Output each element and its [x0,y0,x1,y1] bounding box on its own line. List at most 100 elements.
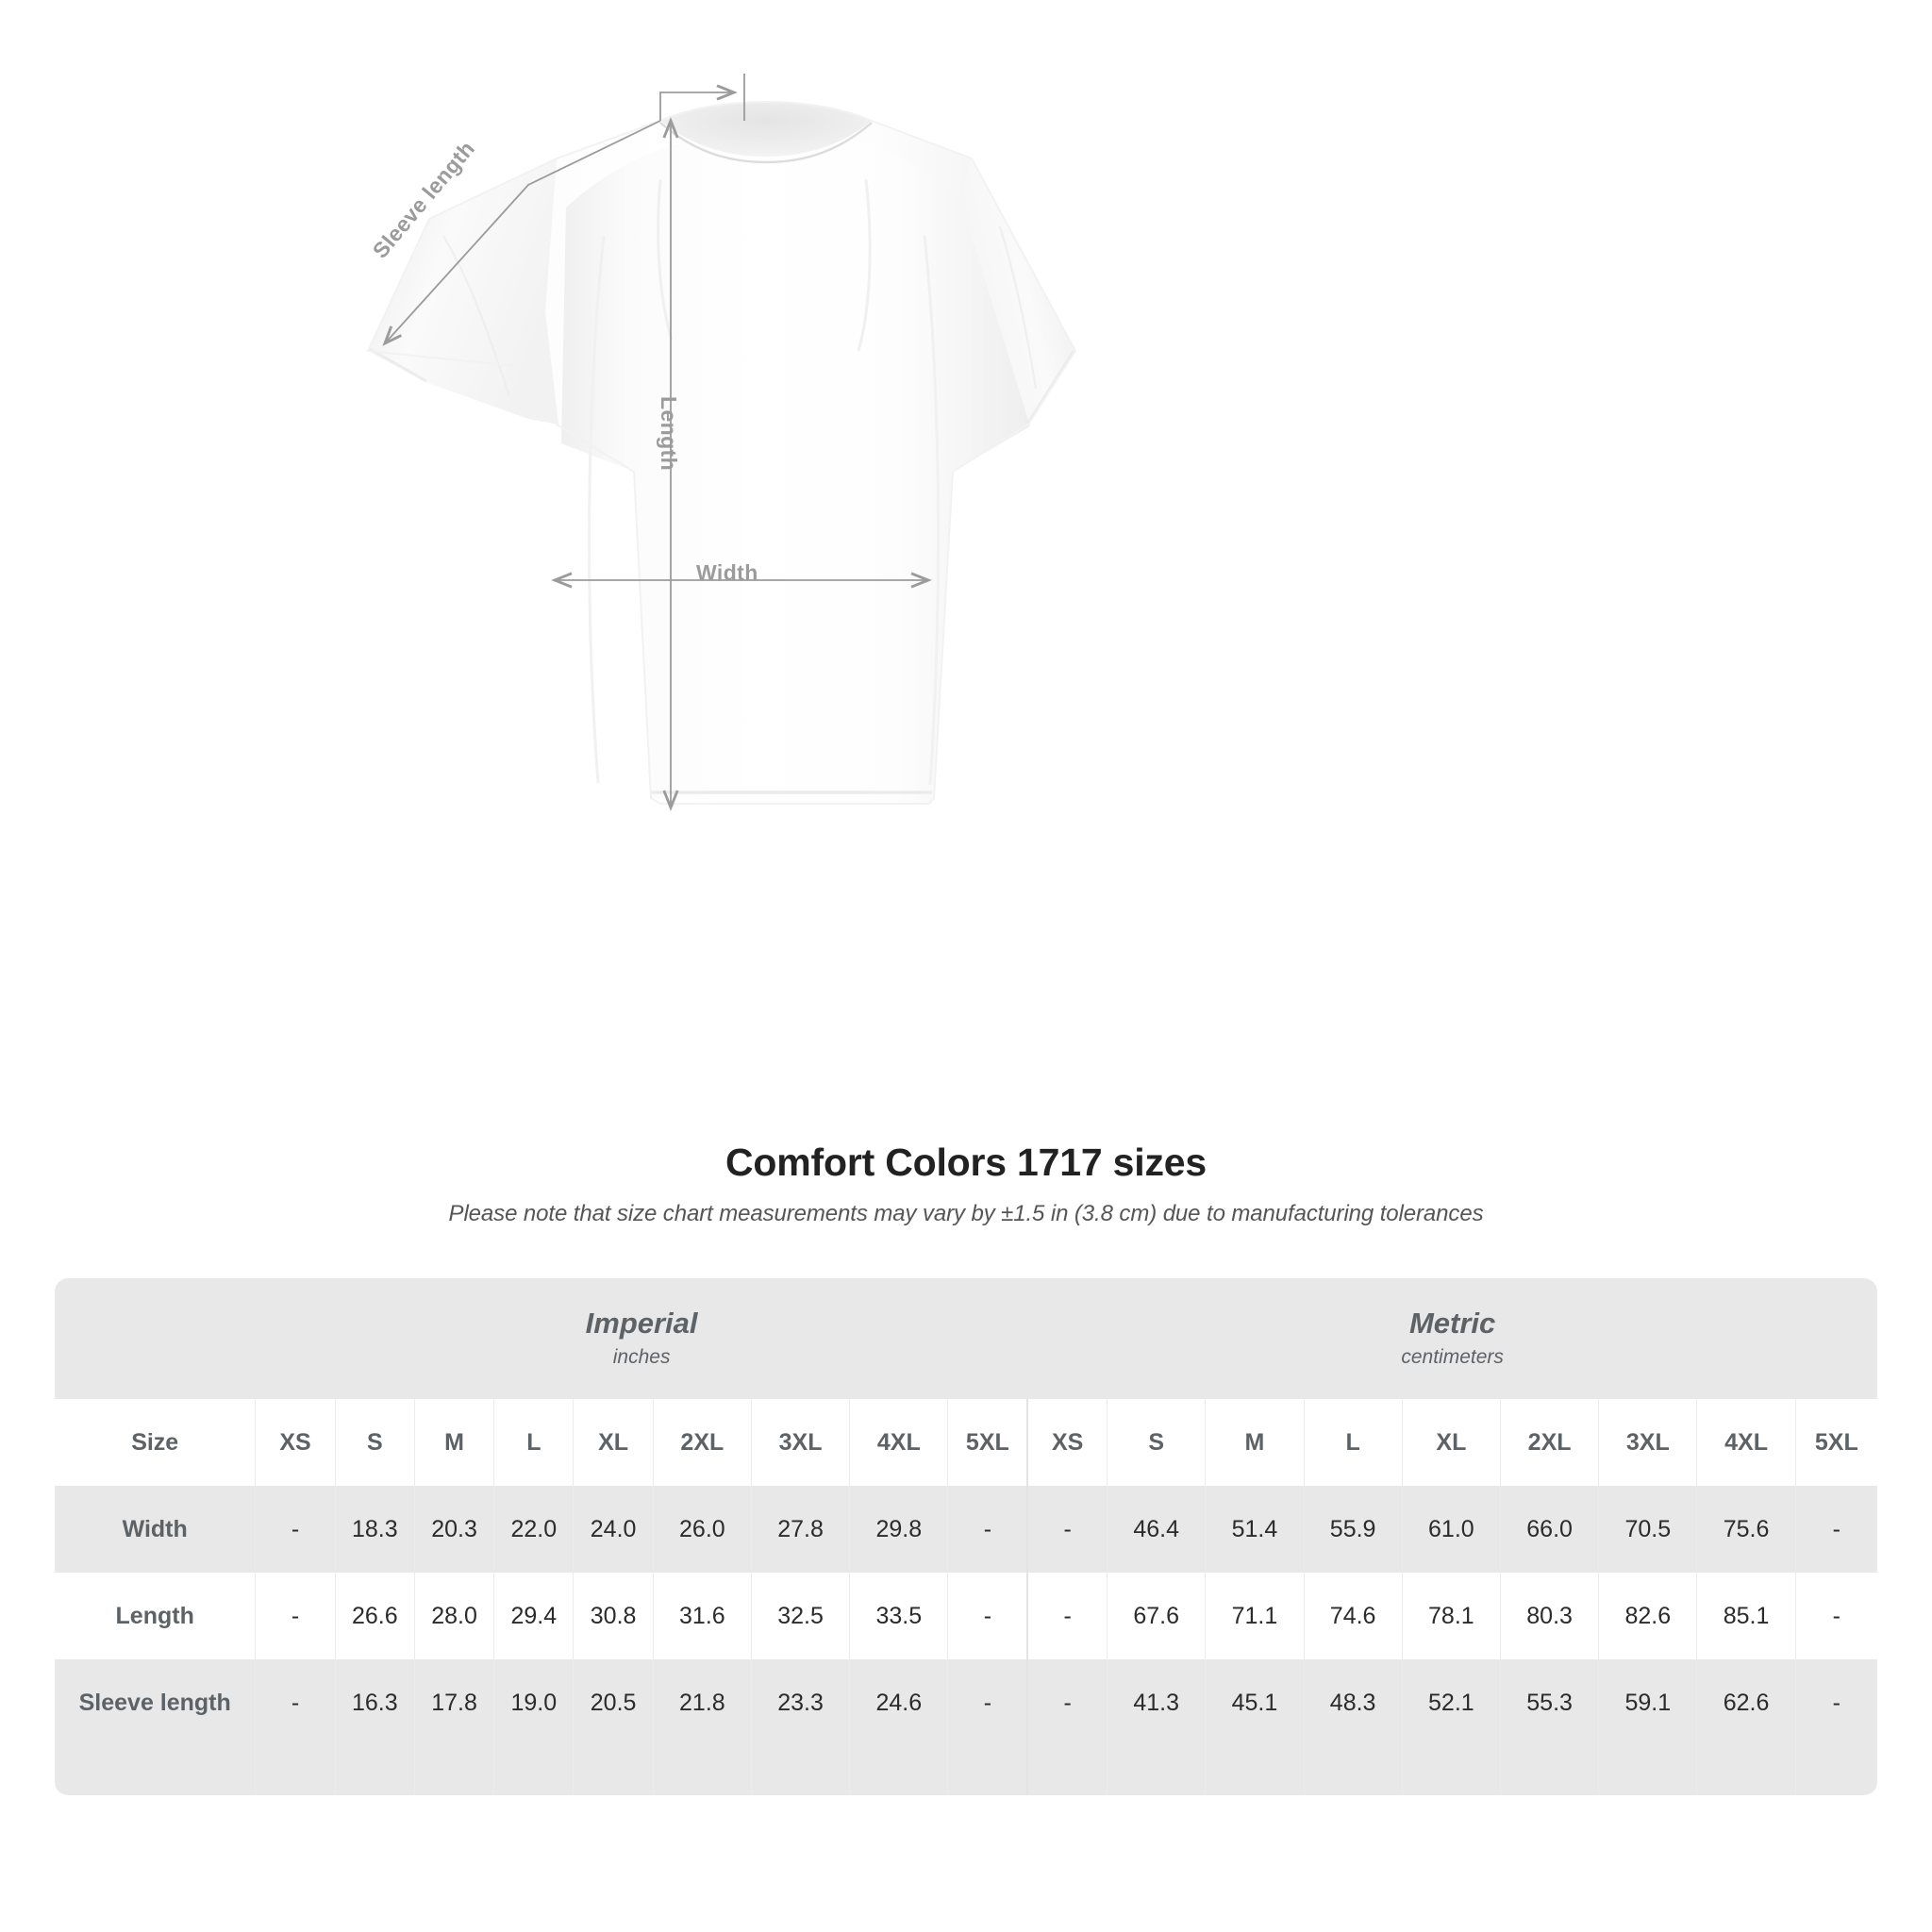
size-header-imperial-xl: XL [573,1399,654,1486]
tshirt-illustration [366,74,1077,811]
size-header-metric-xl: XL [1401,1399,1501,1486]
table-bottom-padding [55,1746,1877,1795]
cell-width-metric-5xl: - [1794,1486,1877,1573]
cell-length-metric-xl: 78.1 [1401,1573,1501,1659]
cell-sleeve-metric-s: 41.3 [1107,1659,1206,1746]
size-header-imperial-3xl: 3XL [750,1399,850,1486]
cell-length-imperial-3xl: 32.5 [750,1573,850,1659]
cell-sleeve-imperial-s: 16.3 [334,1659,415,1746]
table-row: Sleeve length - 16.3 17.8 19.0 20.5 21.8… [55,1659,1877,1746]
cell-width-imperial-s: 18.3 [334,1486,415,1573]
size-header-metric-2xl: 2XL [1499,1399,1599,1486]
cell-sleeve-imperial-xl: 20.5 [573,1659,654,1746]
collar-inner-line [659,122,873,164]
unit-group-metric-sub: centimeters [1401,1345,1504,1368]
cell-width-imperial-xl: 24.0 [573,1486,654,1573]
cell-width-imperial-l: 22.0 [493,1486,574,1573]
cell-length-metric-5xl: - [1794,1573,1877,1659]
unit-group-imperial-sub: inches [612,1345,671,1368]
cell-width-imperial-xs: - [255,1486,336,1573]
page-title: Comfort Colors 1717 sizes [725,1141,1207,1184]
size-header-row: Size XS S M L XL 2XL 3XL 4XL 5XL XS S M … [55,1399,1877,1486]
size-header-imperial-xs: XS [255,1399,336,1486]
cell-sleeve-metric-m: 45.1 [1205,1659,1305,1746]
unit-header-spacer [55,1278,256,1399]
cell-width-imperial-4xl: 29.8 [849,1486,948,1573]
cell-width-metric-xs: - [1026,1486,1108,1573]
cell-length-imperial-2xl: 31.6 [652,1573,752,1659]
cell-length-imperial-xl: 30.8 [573,1573,654,1659]
cell-length-metric-m: 71.1 [1205,1573,1305,1659]
cell-sleeve-metric-xs: - [1026,1659,1108,1746]
row-label-width: Width [55,1486,256,1573]
cell-length-imperial-4xl: 33.5 [849,1573,948,1659]
table-row: Width - 18.3 20.3 22.0 24.0 26.0 27.8 29… [55,1486,1877,1573]
size-header-metric-xs: XS [1026,1399,1108,1486]
page-subtitle: Please note that size chart measurements… [448,1201,1484,1227]
cell-sleeve-imperial-3xl: 23.3 [750,1659,850,1746]
cell-width-imperial-3xl: 27.8 [750,1486,850,1573]
sleeve-length-arrow [382,120,661,346]
title-block: Comfort Colors 1717 sizes Please note th… [0,1141,1932,1227]
length-label: Length [657,396,681,472]
cell-sleeve-metric-5xl: - [1794,1659,1877,1746]
cell-sleeve-imperial-xs: - [255,1659,336,1746]
cell-sleeve-metric-l: 48.3 [1303,1659,1403,1746]
cell-length-imperial-xs: - [255,1573,336,1659]
unit-header-row: Imperial inches Metric centimeters [55,1278,1877,1399]
size-header-imperial-4xl: 4XL [849,1399,948,1486]
shoulder-tick [659,84,738,121]
unit-group-imperial: Imperial inches [255,1278,1028,1399]
cell-length-metric-4xl: 85.1 [1696,1573,1796,1659]
cell-length-metric-xs: - [1026,1573,1108,1659]
size-header-imperial-l: L [493,1399,574,1486]
cell-length-imperial-5xl: - [947,1573,1028,1659]
cell-width-metric-2xl: 66.0 [1499,1486,1599,1573]
cell-width-metric-l: 55.9 [1303,1486,1403,1573]
unit-group-metric: Metric centimeters [1027,1278,1877,1399]
cell-sleeve-imperial-l: 19.0 [493,1659,574,1746]
size-header-imperial-s: S [334,1399,415,1486]
cell-sleeve-imperial-m: 17.8 [413,1659,494,1746]
size-header-metric-m: M [1205,1399,1305,1486]
cell-width-imperial-5xl: - [947,1486,1028,1573]
cell-width-imperial-2xl: 26.0 [652,1486,752,1573]
size-header-metric-l: L [1303,1399,1403,1486]
width-label: Width [696,560,758,585]
unit-group-metric-name: Metric [1408,1306,1496,1340]
left-cuff [369,347,427,383]
cell-sleeve-metric-xl: 52.1 [1401,1659,1501,1746]
cell-sleeve-imperial-4xl: 24.6 [849,1659,948,1746]
cell-width-metric-m: 51.4 [1205,1486,1305,1573]
cell-width-imperial-m: 20.3 [413,1486,494,1573]
collar [660,102,872,157]
size-chart-table-container: Imperial inches Metric centimeters Size … [55,1278,1877,1795]
left-sleeve [368,158,558,425]
cell-sleeve-imperial-2xl: 21.8 [652,1659,752,1746]
cell-length-imperial-s: 26.6 [334,1573,415,1659]
cell-width-metric-xl: 61.0 [1401,1486,1501,1573]
size-header-label: Size [55,1399,256,1486]
cell-sleeve-imperial-5xl: - [947,1659,1028,1746]
size-header-imperial-m: M [413,1399,494,1486]
table-row: Length - 26.6 28.0 29.4 30.8 31.6 32.5 3… [55,1573,1877,1659]
cell-width-metric-3xl: 70.5 [1598,1486,1697,1573]
size-header-metric-5xl: 5XL [1794,1399,1877,1486]
row-label-sleeve-length: Sleeve length [55,1659,256,1746]
cell-length-imperial-m: 28.0 [413,1573,494,1659]
cell-sleeve-metric-3xl: 59.1 [1598,1659,1697,1746]
measurement-guides [382,74,932,811]
cell-length-metric-3xl: 82.6 [1598,1573,1697,1659]
right-cuff [1026,350,1075,424]
size-header-metric-3xl: 3XL [1598,1399,1697,1486]
row-label-length: Length [55,1573,256,1659]
cell-width-metric-s: 46.4 [1107,1486,1206,1573]
cell-sleeve-metric-4xl: 62.6 [1696,1659,1796,1746]
cell-length-metric-2xl: 80.3 [1499,1573,1599,1659]
unit-group-imperial-name: Imperial [585,1306,698,1340]
size-header-metric-s: S [1107,1399,1206,1486]
size-header-imperial-5xl: 5XL [947,1399,1028,1486]
cell-length-metric-l: 74.6 [1303,1573,1403,1659]
size-header-metric-4xl: 4XL [1696,1399,1796,1486]
